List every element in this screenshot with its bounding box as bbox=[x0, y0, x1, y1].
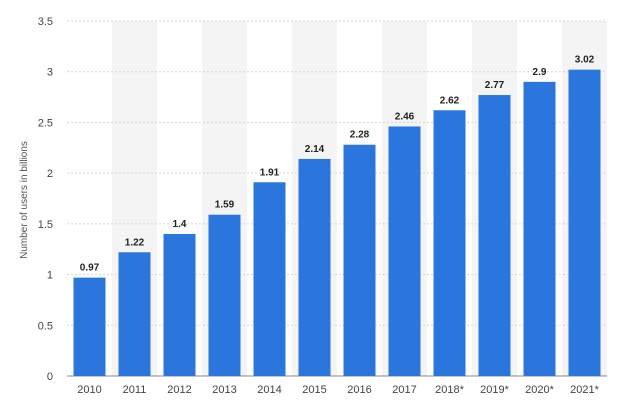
value-labels: 0.97 1.22 1.4 1.59 1.91 2.14 2.28 2.46 2.62 2.77 2… bbox=[80, 55, 595, 274]
x-tick-label: 2019* bbox=[480, 384, 509, 396]
y-tick-label: 3 bbox=[47, 67, 53, 79]
bar bbox=[298, 158, 331, 376]
data-label: 3.02 bbox=[575, 55, 595, 66]
x-axis-ticks: 2010 2011 2012 2013 2014 2015 2016 2017 2018* 201… bbox=[77, 384, 599, 396]
bar bbox=[208, 214, 241, 376]
x-tick-label: 2016 bbox=[347, 384, 371, 396]
data-label: 2.14 bbox=[305, 144, 325, 155]
x-tick-label: 2012 bbox=[167, 384, 191, 396]
gridlines bbox=[67, 20, 607, 377]
data-label: 2.9 bbox=[533, 67, 547, 78]
y-tick-label: 3.5 bbox=[38, 16, 53, 28]
x-tick-label: 2021* bbox=[570, 384, 599, 396]
y-tick-label: 0 bbox=[47, 371, 53, 383]
bar bbox=[343, 144, 376, 376]
x-tick-label: 2018* bbox=[435, 384, 464, 396]
y-axis-ticks: 0 0.5 1 1.5 2 2.5 3 3.5 bbox=[38, 16, 53, 383]
data-label: 2.46 bbox=[395, 111, 415, 122]
bar bbox=[388, 126, 421, 376]
bar bbox=[523, 81, 556, 376]
data-label: 1.4 bbox=[173, 219, 187, 230]
bar bbox=[118, 252, 151, 376]
bar bbox=[73, 277, 106, 376]
data-label: 2.62 bbox=[440, 95, 460, 106]
y-tick-label: 1 bbox=[47, 270, 53, 282]
bars bbox=[73, 69, 601, 377]
data-label: 1.59 bbox=[215, 200, 235, 211]
x-tick-label: 2011 bbox=[123, 384, 147, 396]
bar bbox=[253, 182, 286, 376]
bar bbox=[478, 95, 511, 377]
data-label: 1.91 bbox=[260, 167, 280, 178]
y-tick-label: 2.5 bbox=[38, 117, 53, 129]
x-tick-label: 2010 bbox=[77, 384, 101, 396]
bar bbox=[163, 234, 196, 376]
y-tick-label: 0.5 bbox=[38, 320, 53, 332]
bar bbox=[433, 110, 466, 376]
bar bbox=[568, 69, 601, 376]
x-tick-label: 2017 bbox=[392, 384, 416, 396]
y-axis-title: Number of users in billions bbox=[19, 141, 30, 259]
y-tick-label: 1.5 bbox=[38, 219, 53, 231]
data-label: 0.97 bbox=[80, 263, 100, 274]
data-label: 2.28 bbox=[350, 130, 370, 141]
data-label: 2.77 bbox=[485, 80, 505, 91]
x-tick-label: 2014 bbox=[257, 384, 281, 396]
data-label: 1.22 bbox=[125, 237, 145, 248]
x-tick-label: 2020* bbox=[525, 384, 554, 396]
x-tick-label: 2015 bbox=[302, 384, 326, 396]
y-tick-label: 2 bbox=[47, 168, 53, 180]
x-tick-label: 2013 bbox=[212, 384, 236, 396]
